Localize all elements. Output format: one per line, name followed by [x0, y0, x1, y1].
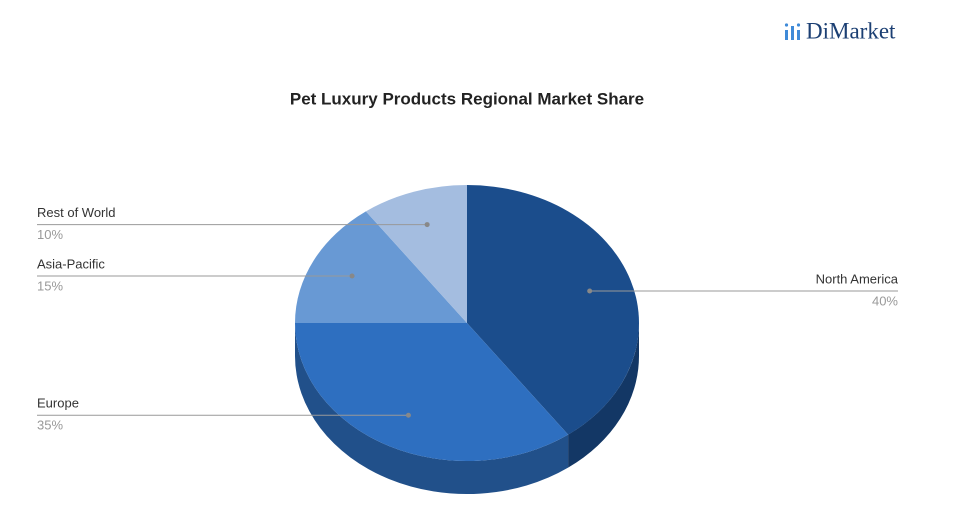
- chart-title: Pet Luxury Products Regional Market Shar…: [290, 89, 644, 108]
- logo-bar: [791, 26, 794, 40]
- logo-dot: [784, 23, 789, 27]
- logo-bar: [797, 30, 800, 40]
- value-label: 10%: [37, 227, 63, 242]
- brand-logo: DiMarket: [784, 18, 896, 43]
- leader-dot: [349, 273, 355, 279]
- slice: [467, 185, 639, 435]
- leader-dot: [405, 412, 411, 418]
- logo-bar: [785, 30, 788, 40]
- slice: [365, 185, 467, 323]
- leader-dot: [587, 288, 593, 294]
- value-label: 15%: [37, 278, 63, 293]
- slice-side: [568, 323, 639, 468]
- slice-side: [295, 323, 569, 494]
- slice-label: Asia-Pacific: [37, 256, 105, 271]
- slice: [295, 323, 569, 461]
- slice: [295, 211, 467, 323]
- slice-label: Rest of World: [37, 205, 116, 220]
- leader-dot: [424, 222, 430, 228]
- value-label: 40%: [872, 293, 898, 308]
- brand-name: DiMarket: [806, 18, 896, 43]
- logo-dot: [796, 23, 801, 27]
- value-label: 35%: [37, 418, 63, 433]
- slice-label: Europe: [37, 396, 79, 411]
- slice-label: North America: [816, 271, 899, 286]
